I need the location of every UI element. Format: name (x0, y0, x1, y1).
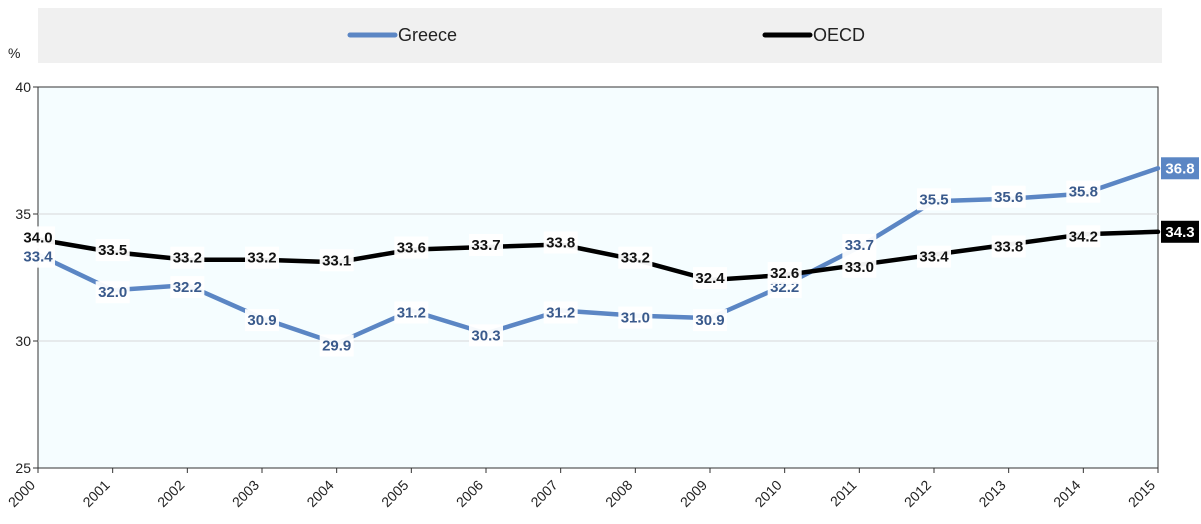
data-label-bg (245, 309, 279, 332)
data-label-oecd: 33.2 (173, 250, 202, 267)
data-label-bg (917, 245, 951, 268)
data-label-bg (842, 255, 877, 278)
data-label-bg (543, 301, 578, 324)
x-tick-label: 2003 (229, 477, 262, 510)
data-label-greece: 30.9 (695, 312, 724, 329)
y-axis: 25 30 35 40 (15, 79, 38, 476)
x-tick-label: 2010 (751, 477, 784, 510)
data-label-greece: 33.7 (845, 237, 874, 254)
y-unit-label: % (8, 45, 20, 61)
data-label-bg (469, 324, 503, 347)
data-label-oecd: 33.0 (845, 259, 874, 276)
data-label-greece: 30.9 (247, 312, 276, 329)
data-label-oecd: 33.6 (397, 240, 426, 257)
plot-area (37, 86, 1159, 469)
x-tick-label: 2009 (677, 477, 710, 510)
x-tick-label: 2001 (79, 477, 112, 510)
x-axis: 2000 2001 2002 2003 2004 2005 2006 2007 2008 2009… (5, 468, 1159, 510)
data-label-oecd: 33.7 (471, 237, 500, 254)
data-label-bg (170, 276, 205, 299)
data-label-greece: 30.3 (471, 327, 500, 344)
x-tick-label: 2015 (1125, 477, 1158, 510)
data-label-bg (618, 306, 653, 329)
data-label-greece: 36.8 (1165, 160, 1194, 177)
data-label-bg (95, 239, 130, 262)
data-label-oecd: 33.4 (919, 249, 949, 266)
data-label-bg (1161, 220, 1199, 243)
data-label-bg (170, 246, 205, 269)
y-tick-label: 25 (15, 460, 31, 476)
y-tick-label: 30 (15, 333, 31, 349)
x-tick-label: 2005 (378, 477, 411, 510)
data-label-oecd: 33.2 (247, 250, 276, 267)
data-label-bg (21, 226, 55, 249)
legend-label-greece: Greece (398, 25, 457, 45)
data-label-greece: 31.2 (546, 305, 575, 322)
data-label-oecd: 34.3 (1165, 224, 1194, 241)
data-label-bg (319, 334, 354, 357)
x-tick-label: 2008 (602, 477, 635, 510)
y-tick-label: 40 (15, 79, 31, 95)
legend: Greece OECD (347, 25, 865, 45)
x-tick-label: 2004 (303, 477, 336, 510)
data-label-greece: 35.5 (919, 191, 948, 208)
data-label-oecd: 33.8 (546, 234, 575, 251)
data-label-greece: 33.4 (23, 249, 53, 266)
data-label-bg (245, 246, 279, 269)
data-label-greece: 35.6 (994, 189, 1023, 206)
series-line-greece (35, 166, 1161, 346)
data-label-bg (1066, 225, 1101, 248)
data-label-greece: 31.2 (397, 305, 426, 322)
data-label-bg (917, 188, 951, 211)
data-label-oecd: 32.4 (695, 270, 725, 287)
data-label-oecd: 33.2 (621, 250, 650, 267)
data-label-greece: 32.0 (98, 284, 127, 301)
x-tick-label: 2006 (453, 477, 486, 510)
data-label-bg (618, 246, 653, 269)
data-label-oecd: 33.5 (98, 242, 127, 259)
series-line-oecd (35, 229, 1161, 283)
data-label-bg (1066, 180, 1101, 203)
data-label-greece: 31.0 (621, 310, 650, 327)
x-tick-label: 2002 (154, 477, 187, 510)
data-label-bg (1161, 157, 1199, 180)
data-label-oecd: 34.2 (1069, 228, 1098, 245)
y-tick-label: 35 (15, 206, 31, 222)
data-label-bg (469, 234, 503, 257)
data-label-oecd: 32.6 (770, 265, 799, 282)
data-label-greece: 29.9 (322, 338, 351, 355)
x-tick-label: 2012 (901, 477, 934, 510)
data-label-bg (693, 309, 727, 332)
x-tick-label: 2014 (1050, 477, 1083, 510)
data-labels: 33.4 32.0 32.2 30.9 29.9 31.2 30.3 31.2 31.0 30.9… (21, 157, 1199, 357)
series-lines (35, 166, 1161, 346)
data-label-bg (319, 249, 354, 272)
x-tick-label: 2007 (527, 477, 560, 510)
data-label-oecd: 34.0 (23, 229, 52, 246)
grid (38, 213, 1158, 342)
legend-box (38, 8, 1162, 63)
x-tick-label: 2000 (5, 477, 38, 510)
x-tick-label: 2011 (827, 477, 860, 510)
legend-label-oecd: OECD (813, 25, 865, 45)
data-label-bg (991, 185, 1026, 208)
data-label-bg (95, 281, 130, 304)
data-label-bg (543, 231, 578, 254)
data-label-oecd: 33.1 (322, 252, 351, 269)
data-label-oecd: 33.8 (994, 238, 1023, 255)
data-label-greece: 35.8 (1069, 184, 1098, 201)
data-label-greece: 32.2 (173, 279, 202, 296)
data-label-bg (991, 235, 1026, 258)
data-label-bg (394, 236, 429, 259)
data-label-bg (21, 245, 55, 268)
data-label-bg (693, 267, 727, 290)
x-tick-label: 2013 (975, 477, 1008, 510)
data-label-bg (842, 234, 877, 257)
data-label-bg (394, 301, 429, 324)
data-label-bg (767, 261, 802, 284)
